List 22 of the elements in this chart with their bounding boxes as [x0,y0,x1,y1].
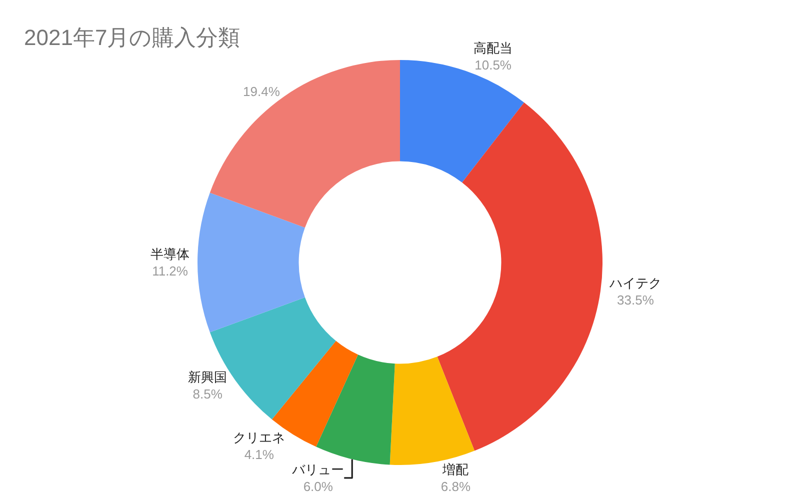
slice-label: 高配当 [474,40,513,56]
data-label: 11.2% [152,263,188,278]
donut-slice [316,354,395,465]
donut-slice [210,60,400,228]
slice-label: 半導体 [150,246,190,262]
data-label: 19.4% [243,84,280,99]
data-label: 10.5% [474,58,512,73]
chart-title: 2021年7月の購入分類 [24,25,240,50]
data-label: 8.5% [192,386,223,402]
slice-label: 増配 [442,462,469,477]
slice-label: クリエネ [233,430,286,446]
data-label: 6.8% [440,478,471,494]
donut-slice [437,102,602,451]
donut-slice [272,340,358,447]
donut-slice [400,60,524,182]
data-label: 6.0% [303,478,334,494]
donut-slice [198,192,305,332]
slice-label: 新興国 [188,369,228,384]
data-label: 4.1% [244,446,274,462]
slice-label: ハイテク [608,275,662,290]
slice-label: バリュー [291,462,344,477]
data-label: 33.5% [617,292,654,308]
